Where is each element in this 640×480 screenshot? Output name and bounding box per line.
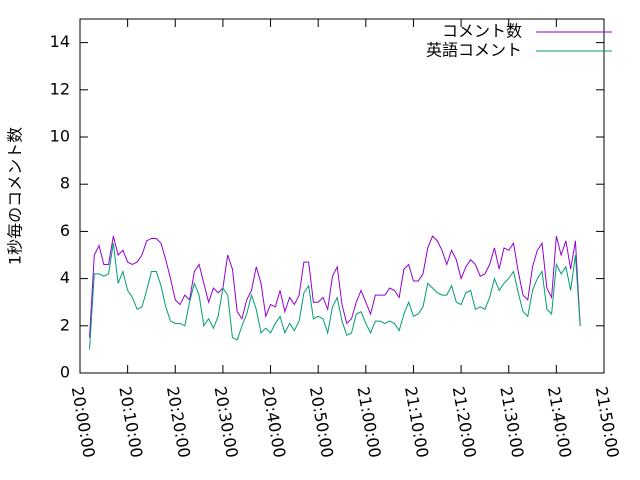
y-tick-label: 4 [60, 268, 70, 287]
plot-border [79, 18, 605, 374]
y-tick-label: 2 [60, 315, 70, 334]
series-line [89, 235, 581, 338]
y-tick-label: 0 [60, 363, 70, 382]
y-tick-label: 6 [60, 221, 70, 240]
series-line [89, 243, 581, 350]
legend-label: 英語コメント [426, 41, 522, 60]
y-axis-label: 1秒毎のコメント数 [6, 127, 25, 265]
y-tick-label: 14 [50, 32, 70, 51]
y-tick-label: 8 [60, 174, 70, 193]
y-tick-label: 12 [50, 79, 70, 98]
y-tick-label: 10 [50, 127, 70, 146]
legend-label: コメント数 [442, 22, 522, 41]
